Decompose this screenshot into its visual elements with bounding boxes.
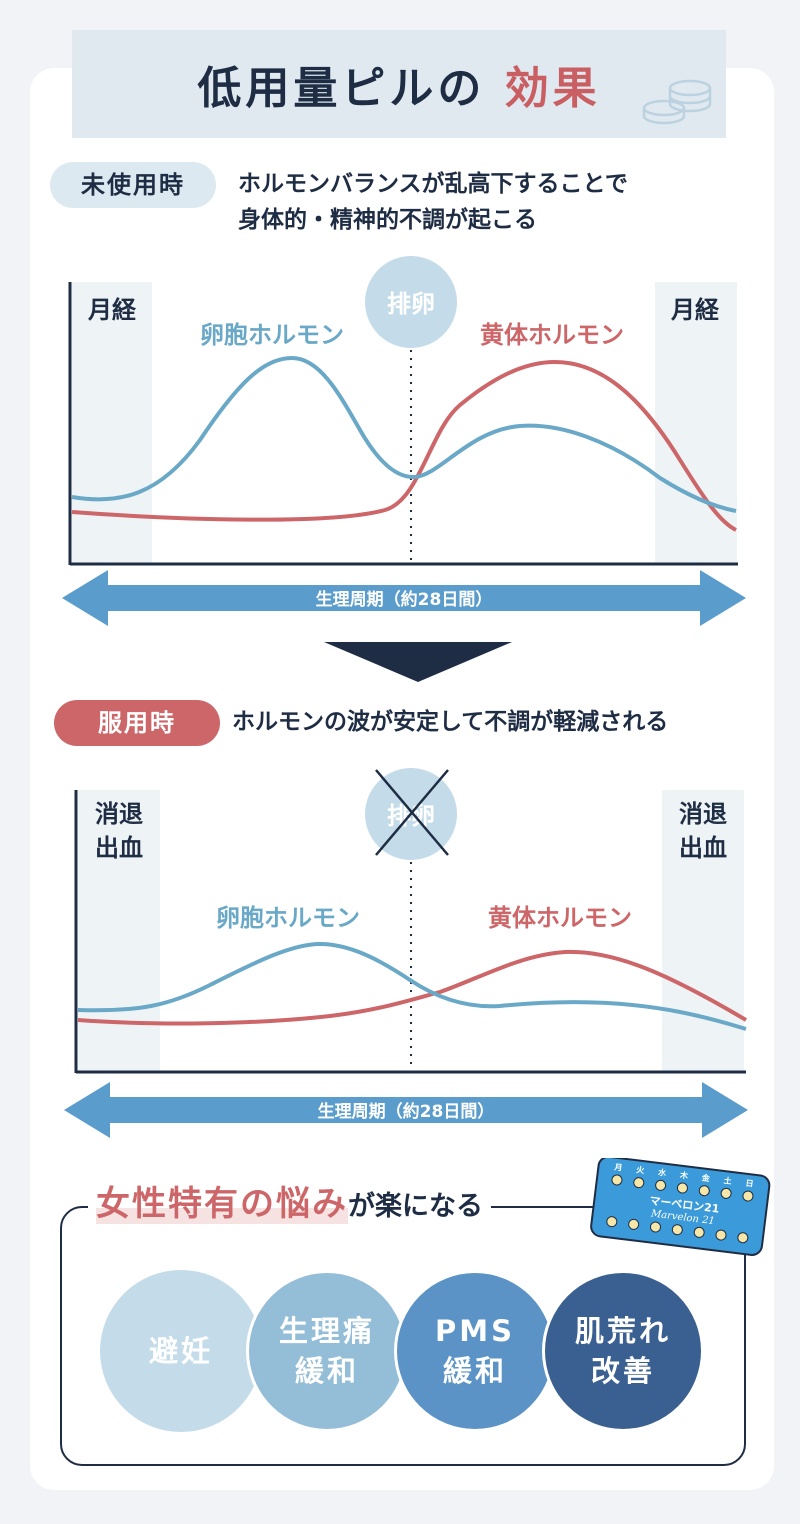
pack-day-6: 土 (723, 1175, 732, 1186)
after-left-bleed-label-2: 出血 (95, 834, 143, 862)
before-chart: 排卵 月経 月経 卵胞ホルモン 黄体ホルモン 生理周期（約28日間） (62, 256, 746, 626)
before-right-period-zone (655, 282, 737, 564)
pack-day-1: 月 (613, 1163, 623, 1173)
concerns-highlight: 女性特有の悩み (96, 1184, 348, 1224)
pack-day-2: 火 (636, 1165, 646, 1175)
after-cycle-label: 生理周期（約28日間） (318, 1101, 495, 1122)
after-description: ホルモンの波が安定して不調が軽減される (232, 709, 669, 735)
after-chart: 排卵 消退 出血 消退 出血 卵胞ホルモン 黄体ホルモン 生理周期（約28日間） (64, 768, 748, 1138)
title-main: 低用量ピルの (197, 63, 486, 114)
concerns-heading: 女性特有の悩みが楽になる (88, 1176, 491, 1232)
before-description: ホルモンバランスが乱高下することで 身体的・精神的不調が起こる (238, 166, 628, 238)
benefit-4-line2: 改善 (590, 1354, 655, 1388)
after-cycle-arrow (64, 1082, 748, 1138)
before-cycle-arrow (62, 570, 746, 626)
after-follicle-label: 卵胞ホルモン (216, 904, 360, 932)
before-ovulation-marker (365, 256, 457, 348)
after-left-bleed-zone (78, 790, 160, 1072)
before-description-line1: ホルモンバランスが乱高下することで (238, 171, 628, 197)
before-luteal-curve (71, 359, 737, 532)
benefit-3-line1: PMS (435, 1314, 515, 1348)
benefit-period-pain: 生理痛 緩和 (246, 1270, 408, 1432)
before-ovulation-label: 排卵 (387, 290, 435, 318)
after-right-bleed-label-2: 出血 (679, 834, 727, 862)
pack-day-5: 金 (700, 1172, 711, 1183)
before-right-period-label: 月経 (670, 296, 720, 324)
before-follicle-curve (71, 355, 737, 513)
before-badge: 未使用時 (50, 162, 216, 208)
pill-pack-icon: 月 火 水 木 金 土 日 マーベロン21 Marvelon 21 (590, 1158, 771, 1256)
pack-day-7: 日 (745, 1179, 754, 1189)
down-arrow-icon (324, 642, 512, 682)
after-luteal-curve (77, 949, 748, 1026)
pill-stack-icon (642, 79, 712, 125)
page-title: 低用量ピルの 効果 (72, 52, 726, 116)
benefit-1-line1: 避妊 (148, 1334, 213, 1368)
before-follicle-label: 卵胞ホルモン (200, 321, 344, 349)
benefit-2-line1: 生理痛 (278, 1314, 375, 1348)
after-badge: 服用時 (54, 700, 220, 746)
pack-day-4: 木 (678, 1170, 689, 1181)
after-right-bleed-label-1: 消退 (679, 800, 727, 828)
before-luteal-label: 黄体ホルモン (480, 321, 624, 349)
title-banner: 低用量ピルの 効果 (72, 30, 726, 138)
after-ovulation-label: 排卵 (387, 802, 435, 830)
before-cycle-label: 生理周期（約28日間） (316, 589, 493, 610)
benefit-2-line2: 緩和 (294, 1354, 359, 1388)
benefit-skin: 肌荒れ 改善 (542, 1270, 704, 1432)
benefit-contraception: 避妊 (100, 1270, 262, 1432)
before-left-period-label: 月経 (87, 296, 137, 324)
suppressed-cross-icon-2 (375, 769, 449, 856)
benefit-3-line2: 緩和 (442, 1354, 507, 1388)
after-right-bleed-zone (662, 790, 744, 1072)
after-follicle-curve (77, 941, 747, 1031)
benefit-pms: PMS 緩和 (394, 1270, 556, 1432)
concerns-rest: が楽になる (348, 1191, 483, 1222)
benefit-4-line1: 肌荒れ (574, 1314, 671, 1348)
title-accent: 効果 (504, 63, 601, 114)
after-luteal-label: 黄体ホルモン (488, 904, 632, 932)
pack-day-3: 水 (657, 1167, 668, 1178)
after-left-bleed-label-1: 消退 (95, 800, 143, 828)
before-description-line2: 身体的・精神的不調が起こる (238, 207, 537, 233)
